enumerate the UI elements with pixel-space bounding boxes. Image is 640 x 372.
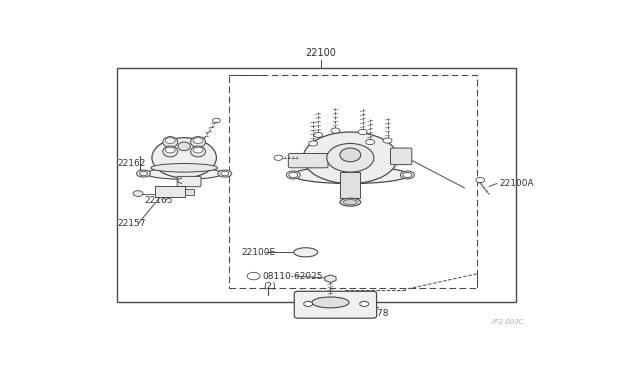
Ellipse shape <box>344 200 357 205</box>
Text: B: B <box>252 273 256 279</box>
Text: 08110-62025: 08110-62025 <box>262 272 323 280</box>
Bar <box>117 68 516 302</box>
Ellipse shape <box>401 171 414 179</box>
Circle shape <box>304 301 312 307</box>
Circle shape <box>212 118 220 123</box>
Ellipse shape <box>178 142 190 151</box>
Circle shape <box>383 138 392 143</box>
FancyBboxPatch shape <box>289 154 328 168</box>
Circle shape <box>221 171 229 176</box>
Text: IP2 003C: IP2 003C <box>492 319 524 325</box>
Ellipse shape <box>136 170 150 177</box>
Ellipse shape <box>152 138 216 178</box>
Circle shape <box>274 155 283 160</box>
Bar <box>185 189 194 195</box>
Ellipse shape <box>191 146 205 157</box>
Circle shape <box>289 172 298 177</box>
FancyBboxPatch shape <box>177 176 201 187</box>
Circle shape <box>314 132 323 137</box>
Ellipse shape <box>312 297 349 308</box>
Circle shape <box>358 129 367 135</box>
Ellipse shape <box>292 166 408 183</box>
Circle shape <box>193 138 203 144</box>
Text: (2): (2) <box>264 282 276 291</box>
Text: 22157: 22157 <box>117 219 146 228</box>
Circle shape <box>476 177 484 183</box>
Text: 22165: 22165 <box>145 196 173 205</box>
Ellipse shape <box>294 248 317 257</box>
Circle shape <box>403 172 412 177</box>
Circle shape <box>331 128 340 133</box>
Text: 22178: 22178 <box>360 310 388 318</box>
Ellipse shape <box>340 198 361 206</box>
Ellipse shape <box>218 170 232 177</box>
Ellipse shape <box>327 144 374 172</box>
Circle shape <box>308 141 317 146</box>
Circle shape <box>193 147 203 153</box>
FancyBboxPatch shape <box>390 148 412 165</box>
Bar <box>229 75 477 288</box>
Circle shape <box>360 301 369 307</box>
Bar <box>340 172 360 198</box>
Circle shape <box>140 171 147 176</box>
Ellipse shape <box>150 164 218 172</box>
Ellipse shape <box>163 137 178 147</box>
Ellipse shape <box>163 146 178 157</box>
Ellipse shape <box>146 168 223 179</box>
Circle shape <box>165 147 175 153</box>
Ellipse shape <box>303 132 397 183</box>
Bar <box>156 186 185 197</box>
Text: 22100A: 22100A <box>499 179 534 188</box>
Text: 22162: 22162 <box>117 159 145 168</box>
Text: 22100: 22100 <box>305 48 336 58</box>
FancyBboxPatch shape <box>294 291 376 318</box>
Circle shape <box>365 140 374 145</box>
Ellipse shape <box>191 137 205 147</box>
Circle shape <box>247 272 260 280</box>
Ellipse shape <box>286 171 300 179</box>
Text: 22100E: 22100E <box>241 248 275 257</box>
Circle shape <box>165 138 175 144</box>
Circle shape <box>133 191 143 196</box>
Ellipse shape <box>340 148 361 162</box>
